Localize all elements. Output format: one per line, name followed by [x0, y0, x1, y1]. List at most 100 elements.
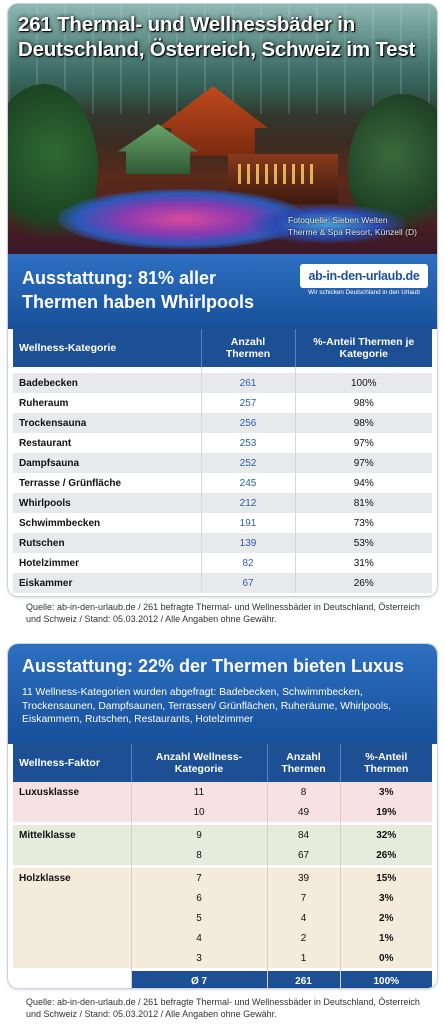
table-row: Hotelzimmer 82 31%	[13, 553, 432, 573]
count-cell: 261	[201, 373, 296, 393]
share-cell: 0%	[340, 948, 432, 968]
table2-intro: 11 Wellness-Kategorien wurden abgefragt:…	[22, 687, 392, 725]
table-row: 5 4 2%	[13, 908, 432, 928]
percent-cell: 53%	[295, 533, 432, 553]
col-header-share: %-Anteil Thermen	[340, 744, 432, 782]
source-note-2: Quelle: ab-in-den-urlaub.de / 261 befrag…	[26, 997, 420, 1019]
categories-cell: 8	[131, 845, 268, 865]
categories-cell: 7	[131, 868, 268, 888]
table-row: Ruheraum 257 98%	[13, 393, 432, 413]
category-cell: Dampfsauna	[13, 453, 202, 473]
percent-cell: 97%	[353, 437, 374, 449]
table-row: Whirlpools 212 81%	[13, 493, 432, 513]
category-cell: Hotelzimmer	[13, 553, 202, 573]
col-header-factor: Wellness-Faktor	[13, 744, 132, 782]
factor-cell	[13, 845, 132, 865]
percent-cell: 100%	[295, 373, 432, 393]
categories-cell: 6	[131, 888, 268, 908]
share-cell: 2%	[340, 908, 432, 928]
group-gap	[13, 865, 432, 868]
categories-cell: 9	[131, 825, 268, 845]
table-row: 8 67 26%	[13, 845, 432, 865]
table-row: Trockensauna 256 98%	[13, 413, 432, 433]
col-header-thermen: Anzahl Thermen	[267, 744, 341, 782]
page-title: 261 Thermal- und Wellnessbäder in Deutsc…	[18, 13, 416, 61]
deck-lights	[238, 164, 318, 184]
equipment-table-card: 261 Thermal- und Wellnessbäder in Deutsc…	[8, 4, 437, 596]
luxury-table-card: Ausstattung: 22% der Thermen bieten Luxu…	[8, 644, 437, 988]
count-cell: 67	[201, 573, 296, 593]
count-cell: 212	[201, 493, 296, 513]
table-row: Holzklasse 7 39 15%	[13, 868, 432, 888]
percent-cell: 31%	[353, 557, 374, 569]
col-header-count: Anzahl Thermen	[201, 329, 296, 367]
percent-cell: 81%	[295, 493, 432, 513]
thermen-cell: 2	[267, 928, 341, 948]
factor-cell: Luxusklasse	[13, 782, 132, 802]
table-row: 3 1 0%	[13, 948, 432, 968]
category-cell: Whirlpools	[13, 493, 202, 513]
group-gap	[13, 822, 432, 825]
category-cell: Eiskammer	[13, 573, 202, 593]
photo-credit-line1: Fotoquelle: Sieben Welten	[288, 215, 388, 225]
categories-cell: 5	[131, 908, 268, 928]
table-row: Restaurant 253 97%	[13, 433, 432, 453]
factor-cell	[13, 948, 132, 968]
category-cell: Badebecken	[13, 373, 202, 393]
table-row: Dampfsauna 252 97%	[13, 453, 432, 473]
count-cell: 139	[201, 533, 296, 553]
thermen-cell: 84	[267, 825, 341, 845]
table-row: 4 2 1%	[13, 928, 432, 948]
category-cell: Terrasse / Grünfläche	[13, 473, 202, 493]
col-header-categories: Anzahl Wellness-Kategorie	[131, 744, 268, 782]
share-cell: 1%	[340, 928, 432, 948]
percent-cell: 97%	[295, 453, 432, 473]
table-row: Rutschen 139 53%	[13, 533, 432, 553]
count-cell: 191	[201, 513, 296, 533]
count-cell: 252	[201, 453, 296, 473]
table-row: Mittelklasse 9 84 32%	[13, 825, 432, 845]
share-cell: 32%	[340, 825, 432, 845]
table-row: Terrasse / Grünfläche 245 94%	[13, 473, 432, 493]
percent-cell: 26%	[295, 573, 432, 593]
thermen-cell: 4	[267, 908, 341, 928]
table-row: Luxusklasse 11 8 3%	[13, 782, 432, 802]
share-cell: 19%	[340, 802, 432, 822]
table2-title: Ausstattung: 22% der Thermen bieten Luxu…	[22, 656, 405, 676]
col-header-category: Wellness-Kategorie	[13, 329, 202, 367]
table2-header-band: Ausstattung: 22% der Thermen bieten Luxu…	[8, 644, 437, 744]
thermen-cell: 39	[267, 868, 341, 888]
thermen-cell: 49	[267, 802, 341, 822]
categories-cell: 4	[131, 928, 268, 948]
pool-blue	[248, 204, 408, 244]
factor-cell	[13, 888, 132, 908]
factor-cell	[13, 802, 132, 822]
share-cell: 3%	[340, 888, 432, 908]
brand-tagline: Wir schicken Deutschland in den Urlaub	[308, 289, 420, 296]
count-cell: 245	[201, 473, 296, 493]
table1-header-row: Wellness-Kategorie Anzahl Thermen %-Ante…	[13, 329, 432, 367]
total-share-cell: 100%	[340, 971, 432, 988]
category-cell: Ruheraum	[13, 393, 202, 413]
brand-logo: ab-in-den-urlaub.de	[300, 264, 428, 288]
share-cell: 3%	[340, 782, 432, 802]
thermen-cell: 7	[267, 888, 341, 908]
table1-title: Ausstattung: 81% aller Thermen haben Whi…	[22, 268, 255, 312]
factor-cell: Mittelklasse	[13, 825, 132, 845]
source-note-1: Quelle: ab-in-den-urlaub.de / 261 befrag…	[26, 602, 420, 624]
thermen-cell: 8	[267, 782, 341, 802]
total-categories-cell: Ø 7	[131, 971, 268, 988]
percent-cell: 94%	[353, 477, 374, 489]
header-photo: 261 Thermal- und Wellnessbäder in Deutsc…	[8, 4, 437, 254]
luxury-table: Wellness-Faktor Anzahl Wellness-Kategori…	[13, 744, 432, 988]
category-cell: Schwimmbecken	[13, 513, 202, 533]
share-cell: 26%	[340, 845, 432, 865]
thermen-cell: 1	[267, 948, 341, 968]
factor-cell	[13, 908, 132, 928]
percent-cell: 73%	[353, 517, 374, 529]
table-row: 6 7 3%	[13, 888, 432, 908]
category-cell: Rutschen	[13, 533, 202, 553]
category-cell: Restaurant	[13, 433, 202, 453]
total-thermen-cell: 261	[267, 971, 341, 988]
count-cell: 256	[201, 413, 296, 433]
